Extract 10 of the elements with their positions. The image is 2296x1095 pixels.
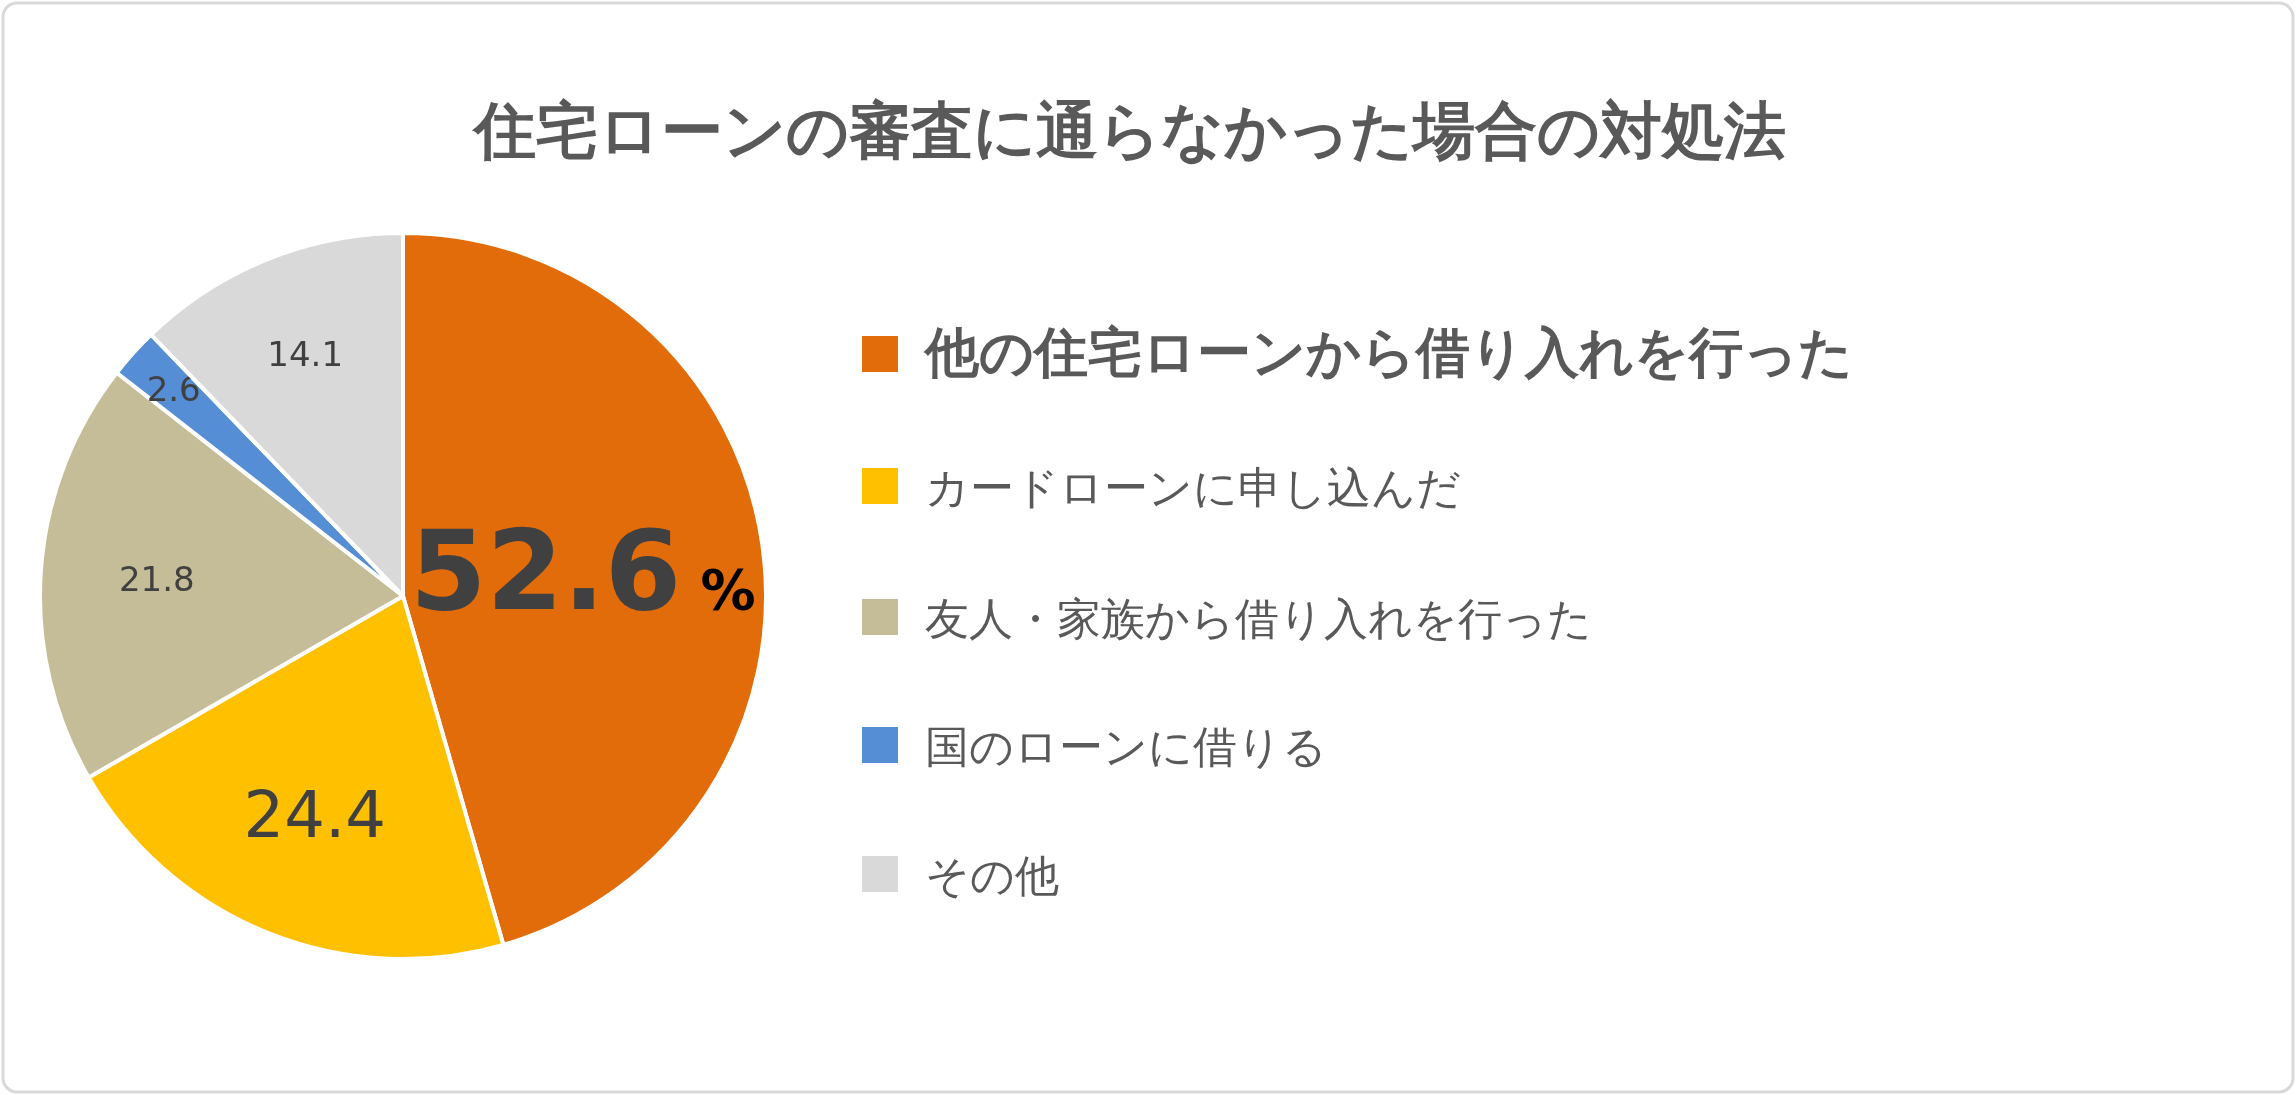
legend-label: 他の住宅ローンから借り入れを行った xyxy=(923,321,1853,384)
legend-label: その他 xyxy=(925,850,1059,901)
legend-label: 国のローンに借りる xyxy=(925,721,1327,772)
data-label: 21.8 xyxy=(118,558,195,599)
data-label: 24.4 xyxy=(243,778,386,853)
data-label: 14.1 xyxy=(267,333,344,374)
data-label: 52.6% xyxy=(409,507,756,636)
legend-label: カードローンに申し込んだ xyxy=(925,462,1461,513)
chart-title: 住宅ローンの審査に通らなかった場合の対処法 xyxy=(471,94,1786,167)
legend-label: 友人・家族から借り入れを行った xyxy=(925,593,1592,644)
